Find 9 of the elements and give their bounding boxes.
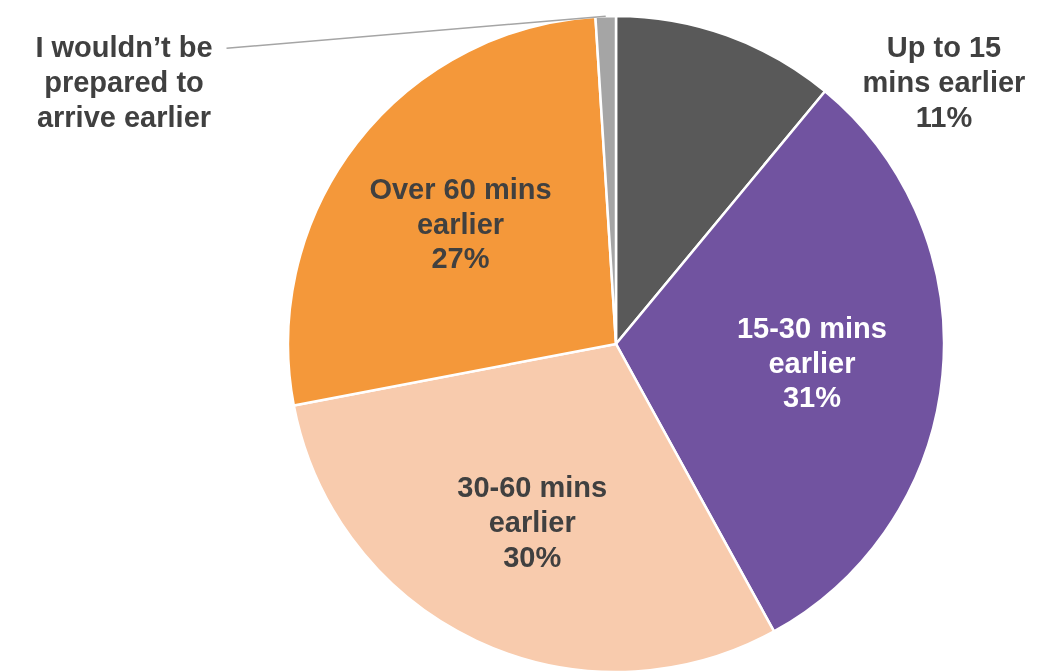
- slice-label: Up to 15 mins earlier: [862, 31, 1026, 98]
- data-label: 31%: [782, 381, 842, 414]
- slice-label: Over 60 mins earlier: [369, 172, 552, 240]
- data-label: 30%: [503, 541, 562, 574]
- data-label: 27%: [431, 242, 490, 275]
- slice-label: 15-30 mins earlier: [736, 311, 887, 379]
- slice-label: I wouldn’t be prepared to arrive earlier: [35, 31, 213, 133]
- slice-label: 30-60 mins earlier: [457, 471, 608, 539]
- data-label: 11%: [915, 100, 973, 133]
